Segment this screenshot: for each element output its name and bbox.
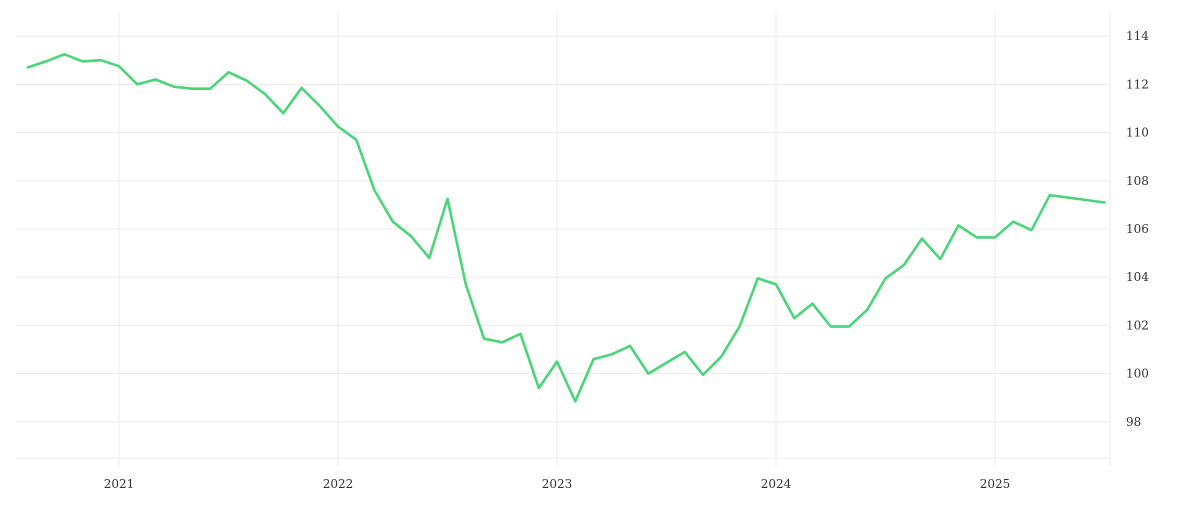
- y-tick-label: 112: [1126, 77, 1149, 91]
- x-tick-label: 2021: [104, 477, 135, 491]
- y-tick-label: 110: [1126, 126, 1149, 140]
- x-tick-label: 2022: [323, 477, 354, 491]
- y-tick-label: 102: [1126, 318, 1149, 332]
- y-tick-label: 100: [1126, 367, 1149, 381]
- y-tick-label: 104: [1126, 270, 1149, 284]
- tick-layer: 98 100 102 104 106 108 110 112 114 2021 2022 2023 20…: [104, 29, 1150, 491]
- x-tick-label: 2023: [542, 477, 573, 491]
- y-tick-label: 114: [1126, 29, 1149, 43]
- y-tick-label: 106: [1126, 222, 1149, 236]
- series-layer: [26, 52, 1106, 403]
- series-line: [26, 52, 1106, 403]
- y-tick-label: 108: [1126, 174, 1149, 188]
- x-tick-label: 2024: [761, 477, 792, 491]
- y-tick-label: 98: [1126, 415, 1141, 429]
- grid-layer: [16, 12, 1110, 466]
- x-tick-label: 2025: [980, 477, 1011, 491]
